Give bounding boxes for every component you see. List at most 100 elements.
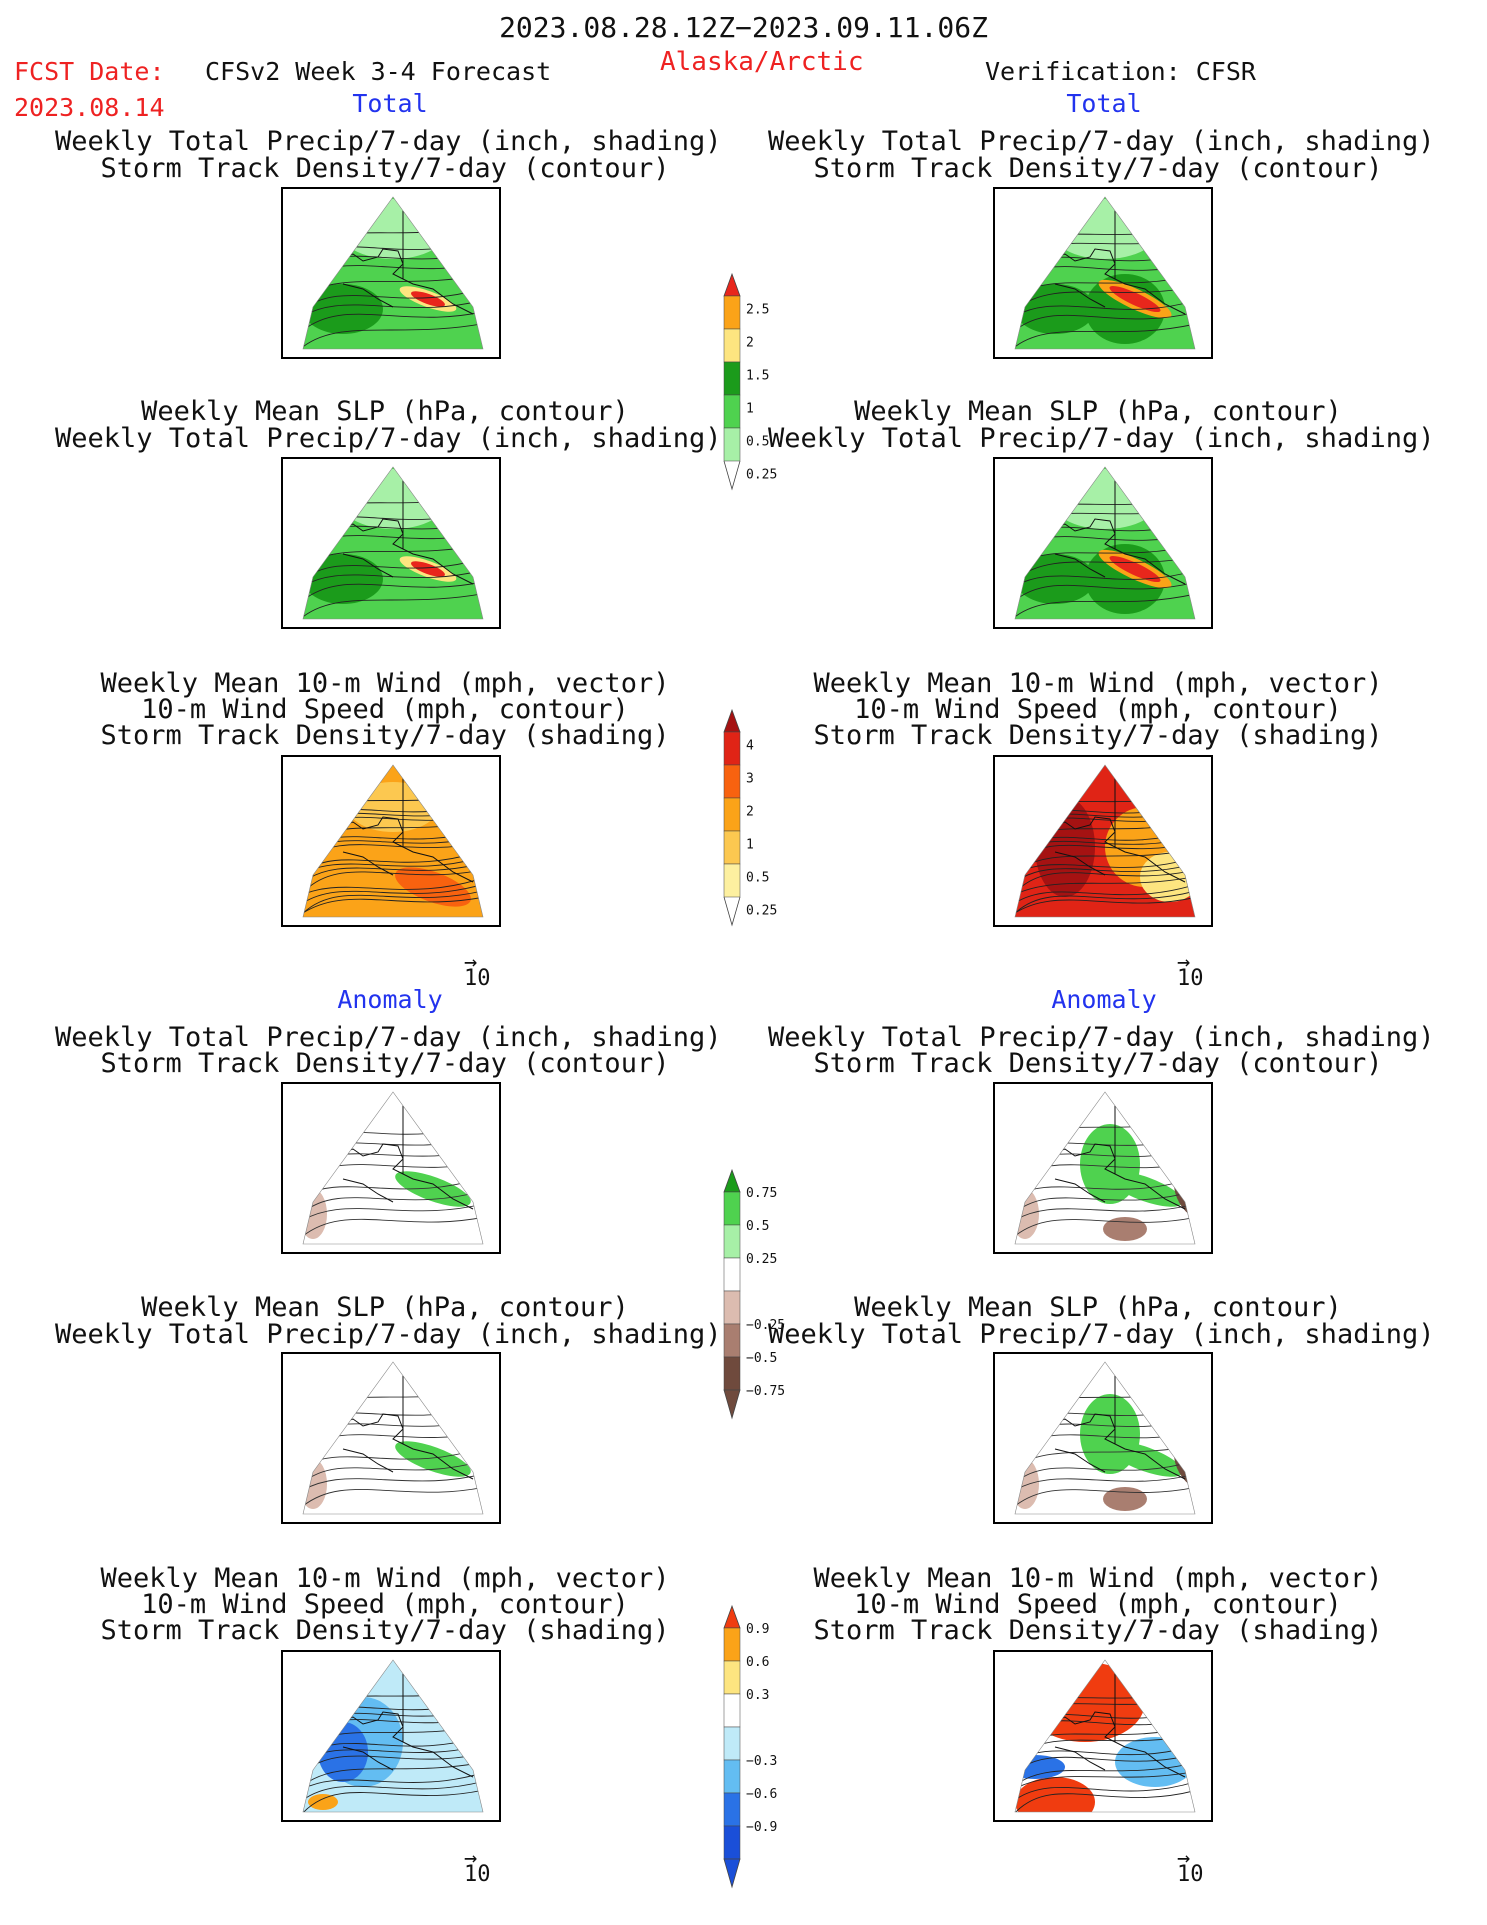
- coastline: [1049, 1104, 1186, 1210]
- colorbar-tick-label: −0.3: [746, 1754, 777, 1769]
- vector-ref-label-l1: 10: [464, 966, 491, 991]
- caption-r6c: Storm Track Density/7-day (shading): [813, 1615, 1383, 1646]
- anom-brown: [303, 1459, 327, 1509]
- precip-red: [410, 291, 446, 307]
- map-domain-outline: [1014, 1091, 1196, 1245]
- coastline: [337, 1672, 474, 1778]
- caption-l3c: Storm Track Density/7-day (shading): [100, 720, 670, 751]
- colorbar-segment: [723, 863, 741, 898]
- contour-line: [1015, 1787, 1195, 1812]
- colorbar-tick-label: 2: [746, 805, 754, 820]
- map-anom-wind-storm-verif: [993, 1650, 1213, 1822]
- colorbar-tick-label: 2: [746, 336, 754, 351]
- section-anomaly-left: Anomaly: [337, 985, 443, 1014]
- storm-dark: [1035, 797, 1095, 897]
- colorbar-segment: [723, 1759, 741, 1794]
- colorbar-arrow-bottom: [723, 1389, 741, 1420]
- colorbar-total-storm: 4 3 2 1 0.5 0.25: [716, 704, 836, 998]
- contour-line: [1015, 321, 1195, 348]
- map-field: [1015, 1660, 1195, 1812]
- colorbar-segment: [723, 1660, 741, 1695]
- colorbar-arrow-bottom: [723, 460, 741, 491]
- map-field: [1015, 1092, 1195, 1244]
- map-anom-precip-storm-fcst: [281, 1082, 501, 1254]
- coastline: [337, 209, 474, 315]
- contour-line: [1015, 1214, 1195, 1241]
- caption-l1b: Storm Track Density/7-day (contour): [100, 153, 670, 184]
- colorbar-segment: [723, 1825, 741, 1860]
- caption-r3b: 10-m Wind Speed (mph, contour): [854, 694, 1342, 725]
- map-domain-outline: [1014, 1361, 1196, 1515]
- contour-line: [303, 894, 483, 917]
- vector-ref-arrow: →: [1177, 1846, 1191, 1871]
- colorbar-segment: [723, 328, 741, 363]
- coastline: [1049, 1374, 1186, 1480]
- colorbar-tick-label: 0.75: [746, 1186, 777, 1201]
- colorbar-segment: [723, 764, 741, 799]
- colorbar-arrow-bottom: [723, 1858, 741, 1889]
- map-anom-precip-storm-verif: [993, 1082, 1213, 1254]
- colorbar-tick-label: 2.5: [746, 303, 769, 318]
- wind-anom-light-blue: [1115, 1737, 1195, 1787]
- map-total-precip-storm-verif: [993, 187, 1213, 359]
- coastline: [337, 1374, 474, 1480]
- colorbar-segment: [723, 830, 741, 865]
- colorbar-arrow-top: [723, 272, 741, 297]
- map-total-slp-precip-fcst: [281, 457, 501, 629]
- colorbar-segment: [723, 295, 741, 330]
- contour-line: [303, 1201, 483, 1227]
- colorbar-segment: [723, 427, 741, 462]
- contour-line: [1015, 579, 1195, 605]
- contour-line: [1015, 1187, 1195, 1214]
- vector-ref-arrow: →: [464, 950, 478, 975]
- map-domain-outline: [302, 764, 484, 918]
- verification-title: Verification: CFSR: [985, 57, 1256, 86]
- colorbar-segment: [723, 1323, 741, 1358]
- caption-l2b: Weekly Total Precip/7-day (inch, shading…: [55, 423, 722, 454]
- contour-line: [303, 309, 483, 335]
- contour-line: [1015, 874, 1195, 900]
- map-total-slp-precip-verif: [993, 457, 1213, 629]
- caption-r6a: Weekly Mean 10-m Wind (mph, vector): [813, 1563, 1383, 1594]
- map-domain-outline: [302, 1361, 484, 1515]
- wind-anom-blue: [1115, 1660, 1195, 1687]
- map-domain-outline: [302, 196, 484, 350]
- contour-line: [1015, 1759, 1195, 1786]
- colorbar-anom-precip: 0.75 0.5 0.25 −0.25 −0.5 −0.75: [716, 1164, 836, 1458]
- wind-anom-orange: [308, 1794, 338, 1810]
- caption-l3b: 10-m Wind Speed (mph, contour): [141, 694, 629, 725]
- contour-line: [303, 284, 483, 311]
- precip-dark: [1015, 554, 1095, 604]
- caption-r2a: Weekly Mean SLP (hPa, contour): [854, 396, 1342, 427]
- colorbar-tick-label: 1.5: [746, 369, 769, 384]
- fcst-label: FCST Date:: [14, 57, 165, 86]
- contour-line: [303, 566, 483, 593]
- colorbar-tick-label: 4: [746, 739, 754, 754]
- contour-line: [303, 591, 483, 618]
- vector-ref-arrow: →: [1177, 950, 1191, 975]
- coastline: [337, 479, 474, 585]
- map-domain-outline: [302, 1659, 484, 1813]
- map-field: [1015, 1362, 1195, 1514]
- contour-line: [1015, 867, 1195, 893]
- map-field: [1015, 765, 1195, 917]
- period-title: 2023.08.28.12Z−2023.09.11.06Z: [499, 11, 988, 44]
- caption-r5b: Weekly Total Precip/7-day (inch, shading…: [768, 1319, 1435, 1350]
- caption-l2a: Weekly Mean SLP (hPa, contour): [141, 396, 629, 427]
- colorbar-segment: [723, 1224, 741, 1259]
- colorbar-arrow-top: [723, 1168, 741, 1193]
- vector-ref-label-r1: 10: [1177, 966, 1204, 991]
- wind-anom-dark-blue: [318, 1722, 368, 1782]
- contour-line: [303, 1471, 483, 1497]
- colorbar-tick-label: 0.6: [746, 1655, 769, 1670]
- colorbar-tick-label: 0.25: [746, 468, 777, 483]
- contour-line: [303, 1484, 483, 1511]
- colorbar-tick-label: −0.5: [746, 1351, 777, 1366]
- colorbar-segment: [723, 1290, 741, 1325]
- contour-line: [1015, 309, 1195, 335]
- colorbar-tick-label: −0.75: [746, 1384, 785, 1399]
- vector-ref-arrow: →: [464, 1846, 478, 1871]
- coastline: [337, 1104, 474, 1210]
- map-field: [303, 197, 483, 349]
- contour-line: [303, 1187, 483, 1214]
